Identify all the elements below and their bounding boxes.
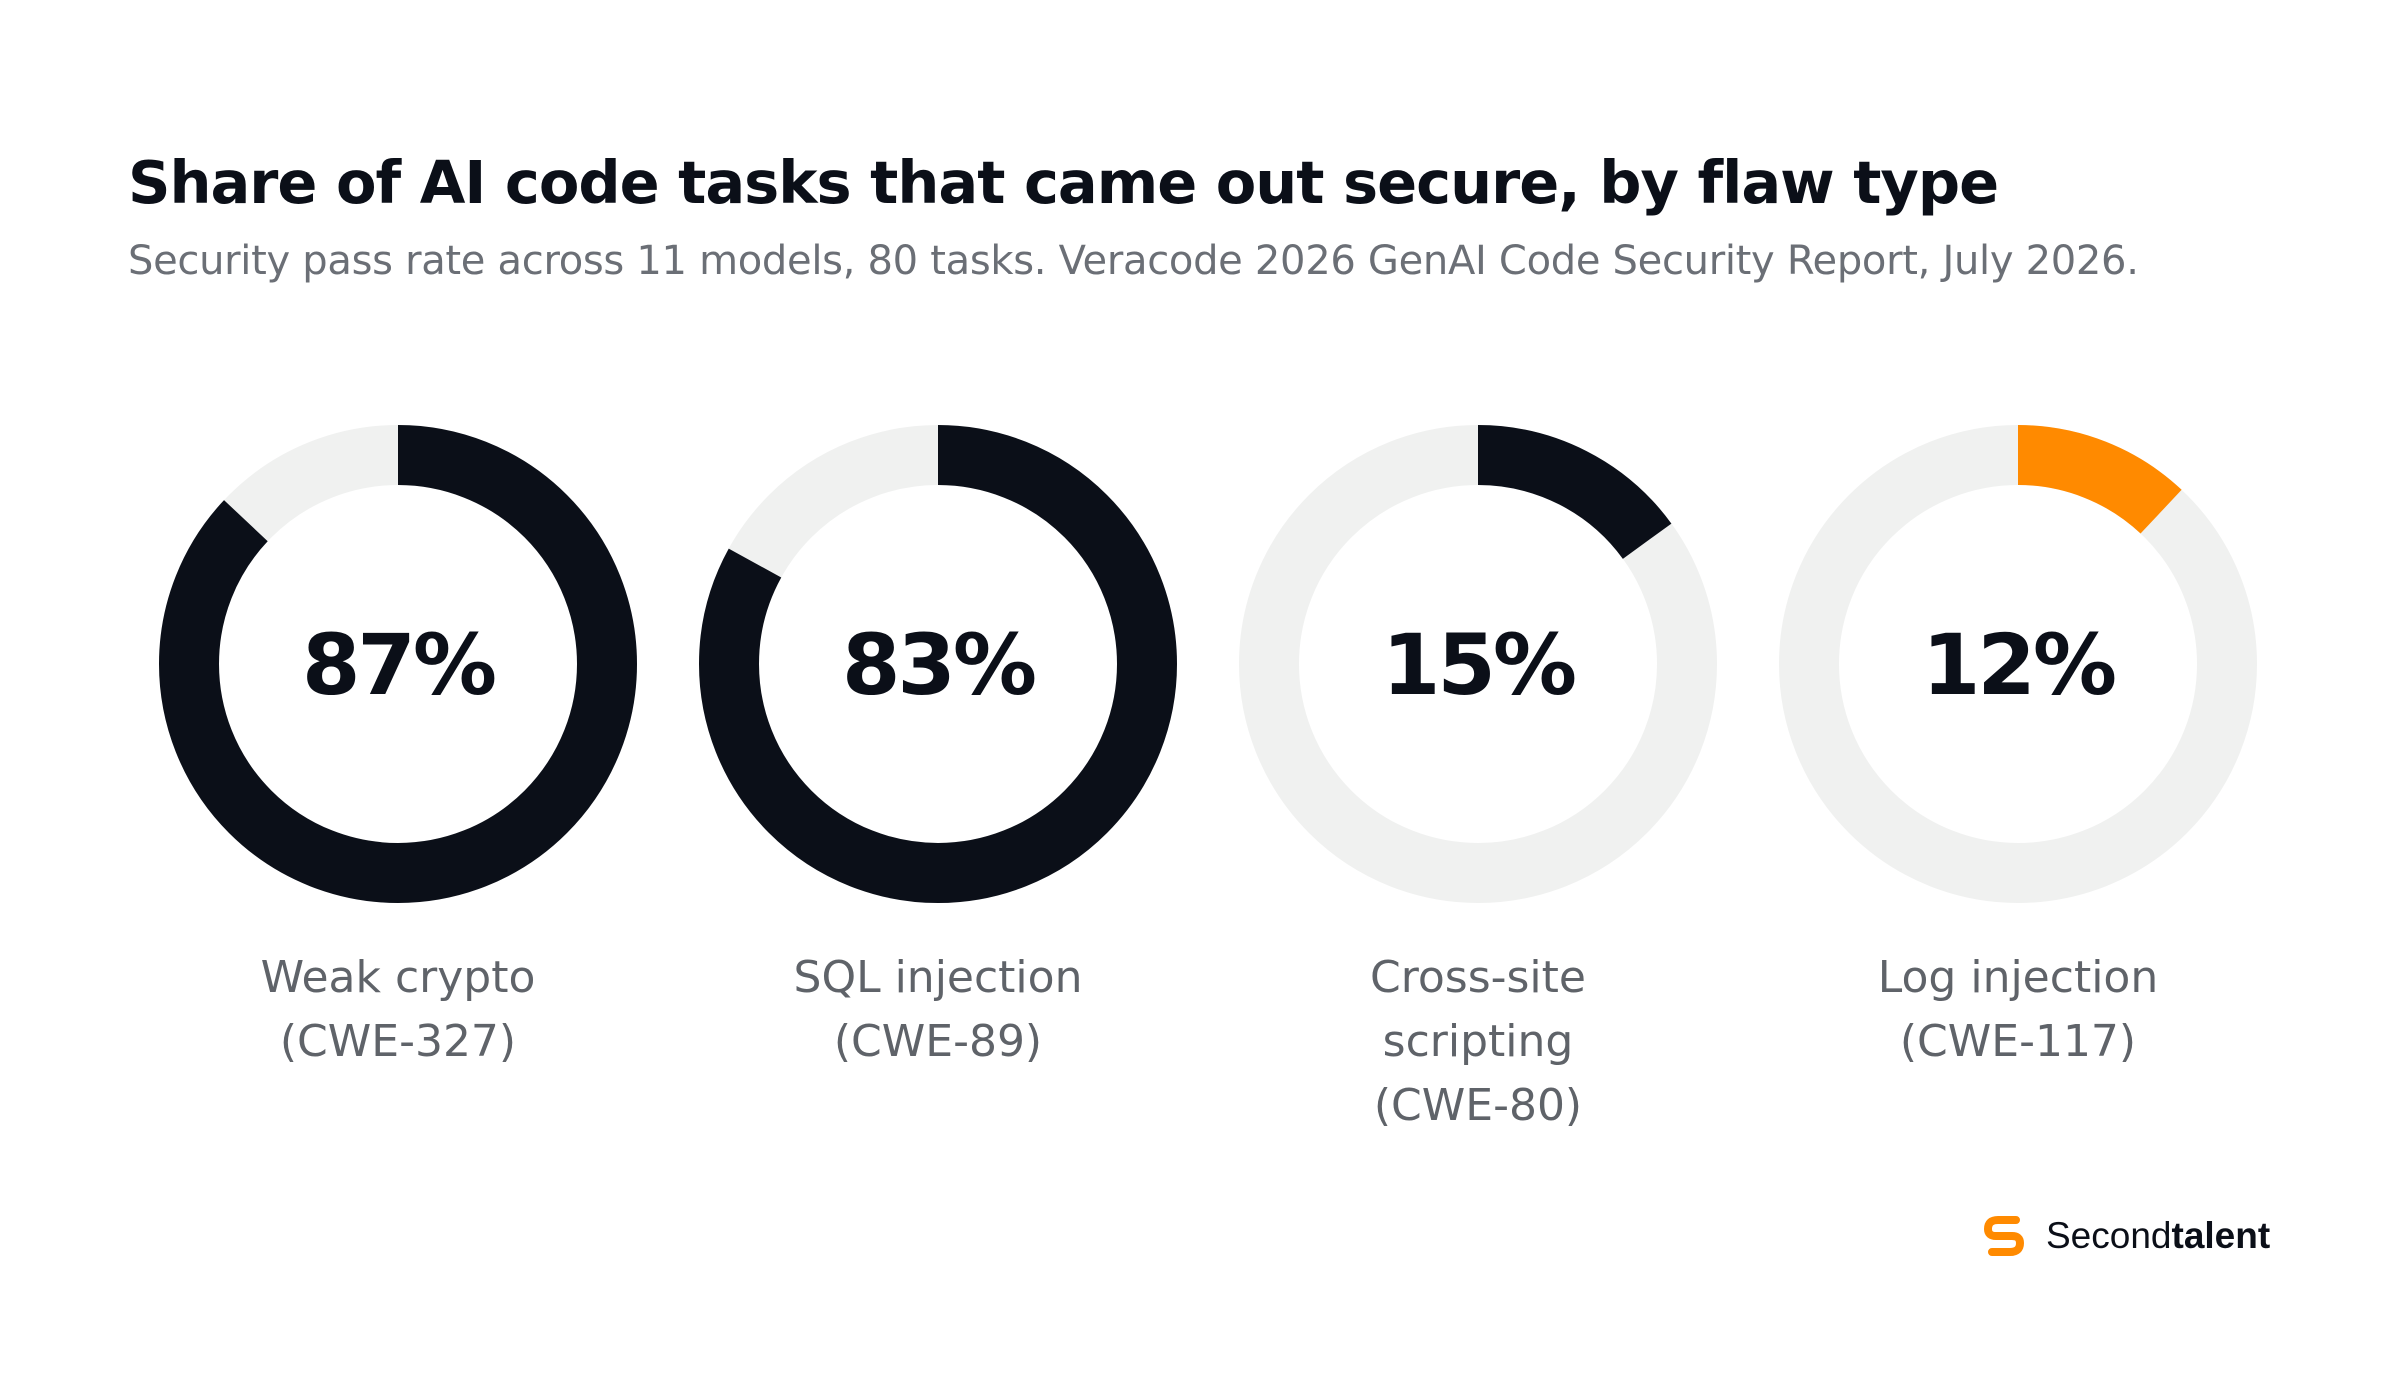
category-label-line: Weak crypto <box>261 952 536 1003</box>
donut-value-label: 83% <box>842 616 1035 714</box>
donut-value-label: 15% <box>1382 616 1575 714</box>
secondtalent-logo: Secondtalent <box>1978 1210 2270 1262</box>
category-label-line: Cross-site <box>1370 952 1586 1003</box>
category-label-line: Log injection <box>1878 952 2158 1003</box>
donut-arc-weak-crypto <box>159 425 637 903</box>
donut-cross-site: 15% Cross-site scripting (CWE-80) <box>1239 425 1717 1131</box>
donut-sql-injection: 83% SQL injection (CWE-89) <box>699 425 1177 1067</box>
category-label-line: (CWE-327) <box>280 1016 516 1067</box>
category-label-line: (CWE-89) <box>834 1016 1042 1067</box>
donut-weak-crypto: 87% Weak crypto (CWE-327) <box>159 425 637 1067</box>
donut-arc-sql-injection <box>699 425 1177 903</box>
logo-text-regular: Second <box>2046 1215 2172 1256</box>
category-label-line: (CWE-117) <box>1900 1016 2136 1067</box>
logo-text-bold: talent <box>2171 1215 2271 1256</box>
category-label-line: SQL injection <box>794 952 1083 1003</box>
logo-wordmark: Secondtalent <box>2046 1215 2270 1257</box>
donut-arc-cross-site <box>1239 425 1717 903</box>
category-label-line: (CWE-80) <box>1374 1080 1582 1131</box>
donut-log-injection: 12% Log injection (CWE-117) <box>1779 425 2257 1067</box>
category-label-line: scripting <box>1383 1016 1574 1067</box>
secondtalent-s-logo-icon <box>1984 1216 2024 1256</box>
donut-arc-log-injection <box>1779 425 2257 903</box>
chart-title: Share of AI code tasks that came out sec… <box>128 148 1999 217</box>
donut-value-label: 12% <box>1922 616 2115 714</box>
donut-value-label: 87% <box>302 616 495 714</box>
chart-subtitle: Security pass rate across 11 models, 80 … <box>128 238 2139 284</box>
